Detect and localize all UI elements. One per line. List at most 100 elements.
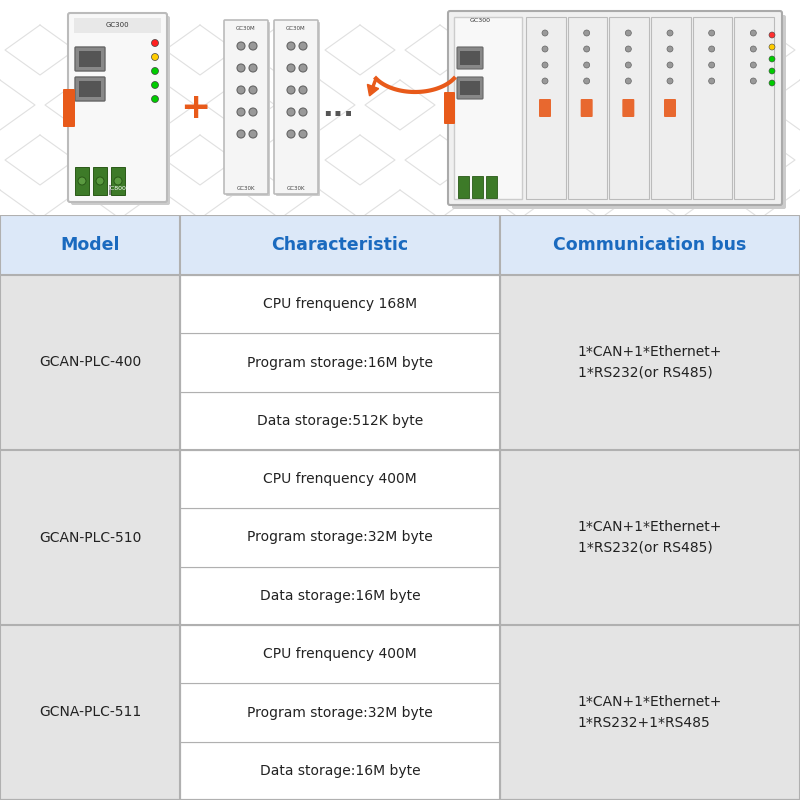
Circle shape <box>709 62 714 68</box>
Bar <box>500 625 800 800</box>
Bar <box>458 176 469 198</box>
Circle shape <box>667 46 673 52</box>
Circle shape <box>769 44 775 50</box>
Circle shape <box>249 42 257 50</box>
Text: CPU frenquency 168M: CPU frenquency 168M <box>263 297 417 311</box>
Circle shape <box>237 42 245 50</box>
FancyBboxPatch shape <box>276 22 320 196</box>
Circle shape <box>709 30 714 36</box>
Circle shape <box>287 42 295 50</box>
FancyBboxPatch shape <box>63 89 75 127</box>
Circle shape <box>626 78 631 84</box>
Bar <box>74 18 161 33</box>
Bar <box>693 17 732 199</box>
FancyBboxPatch shape <box>274 20 318 194</box>
Circle shape <box>769 32 775 38</box>
Circle shape <box>709 78 714 84</box>
Text: GC30M: GC30M <box>236 26 256 31</box>
FancyArrow shape <box>367 78 378 96</box>
Circle shape <box>584 62 590 68</box>
FancyBboxPatch shape <box>444 92 455 124</box>
Circle shape <box>249 108 257 116</box>
Circle shape <box>151 82 158 89</box>
FancyBboxPatch shape <box>581 99 593 117</box>
Circle shape <box>299 86 307 94</box>
Bar <box>111 167 125 195</box>
Bar <box>180 450 500 508</box>
Circle shape <box>114 177 122 185</box>
Circle shape <box>287 64 295 72</box>
Bar <box>568 17 607 199</box>
Circle shape <box>249 64 257 72</box>
Text: Communication bus: Communication bus <box>554 236 746 254</box>
Text: CPU frenquency 400M: CPU frenquency 400M <box>263 647 417 661</box>
Circle shape <box>287 108 295 116</box>
FancyBboxPatch shape <box>622 99 634 117</box>
Text: Characteristic: Characteristic <box>271 236 409 254</box>
Circle shape <box>151 95 158 102</box>
Circle shape <box>78 177 86 185</box>
FancyBboxPatch shape <box>226 22 270 196</box>
Circle shape <box>151 54 158 61</box>
Text: Program storage:32M byte: Program storage:32M byte <box>247 530 433 545</box>
Circle shape <box>287 86 295 94</box>
FancyBboxPatch shape <box>75 77 105 101</box>
Circle shape <box>709 46 714 52</box>
Bar <box>109 185 125 195</box>
Bar <box>610 17 649 199</box>
Circle shape <box>287 130 295 138</box>
Circle shape <box>237 86 245 94</box>
Text: Data storage:16M byte: Data storage:16M byte <box>260 589 420 603</box>
Circle shape <box>237 64 245 72</box>
FancyBboxPatch shape <box>224 20 268 194</box>
Bar <box>500 450 800 625</box>
Text: IC800: IC800 <box>108 186 126 190</box>
FancyBboxPatch shape <box>448 11 782 205</box>
Text: +: + <box>180 91 210 125</box>
Circle shape <box>542 46 548 52</box>
Circle shape <box>151 67 158 74</box>
Circle shape <box>584 30 590 36</box>
Bar <box>526 17 566 199</box>
Circle shape <box>542 78 548 84</box>
Text: GC300: GC300 <box>105 22 129 28</box>
FancyBboxPatch shape <box>664 99 676 117</box>
Text: GCAN-PLC-510: GCAN-PLC-510 <box>39 530 141 545</box>
Bar <box>93 167 107 195</box>
Bar <box>180 625 500 683</box>
Text: Data storage:512K byte: Data storage:512K byte <box>257 414 423 428</box>
Text: GC30K: GC30K <box>237 186 255 190</box>
Text: 1*CAN+1*Ethernet+
1*RS232(or RS485): 1*CAN+1*Ethernet+ 1*RS232(or RS485) <box>578 520 722 555</box>
Bar <box>500 275 800 450</box>
Bar <box>486 176 497 198</box>
Text: Data storage:16M byte: Data storage:16M byte <box>260 764 420 778</box>
Circle shape <box>750 62 756 68</box>
Circle shape <box>237 130 245 138</box>
FancyBboxPatch shape <box>68 13 167 202</box>
Bar <box>0 450 180 625</box>
Text: GCAN-PLC-400: GCAN-PLC-400 <box>39 355 141 370</box>
Bar <box>180 392 500 450</box>
Bar <box>460 51 480 65</box>
Circle shape <box>769 56 775 62</box>
Text: 1*CAN+1*Ethernet+
1*RS232+1*RS485: 1*CAN+1*Ethernet+ 1*RS232+1*RS485 <box>578 695 722 730</box>
Circle shape <box>626 46 631 52</box>
FancyBboxPatch shape <box>452 15 786 209</box>
Circle shape <box>96 177 104 185</box>
FancyBboxPatch shape <box>71 16 170 205</box>
Text: Model: Model <box>60 236 120 254</box>
Bar <box>180 508 500 566</box>
Circle shape <box>299 130 307 138</box>
Circle shape <box>249 86 257 94</box>
Text: 1*CAN+1*Ethernet+
1*RS232(or RS485): 1*CAN+1*Ethernet+ 1*RS232(or RS485) <box>578 346 722 380</box>
Circle shape <box>769 68 775 74</box>
Text: Program storage:32M byte: Program storage:32M byte <box>247 706 433 719</box>
Text: GCNA-PLC-511: GCNA-PLC-511 <box>39 706 141 719</box>
FancyBboxPatch shape <box>457 47 483 69</box>
Bar <box>0 275 180 450</box>
FancyBboxPatch shape <box>457 77 483 99</box>
Bar <box>75 167 89 195</box>
Circle shape <box>299 64 307 72</box>
FancyBboxPatch shape <box>539 99 551 117</box>
Circle shape <box>626 62 631 68</box>
